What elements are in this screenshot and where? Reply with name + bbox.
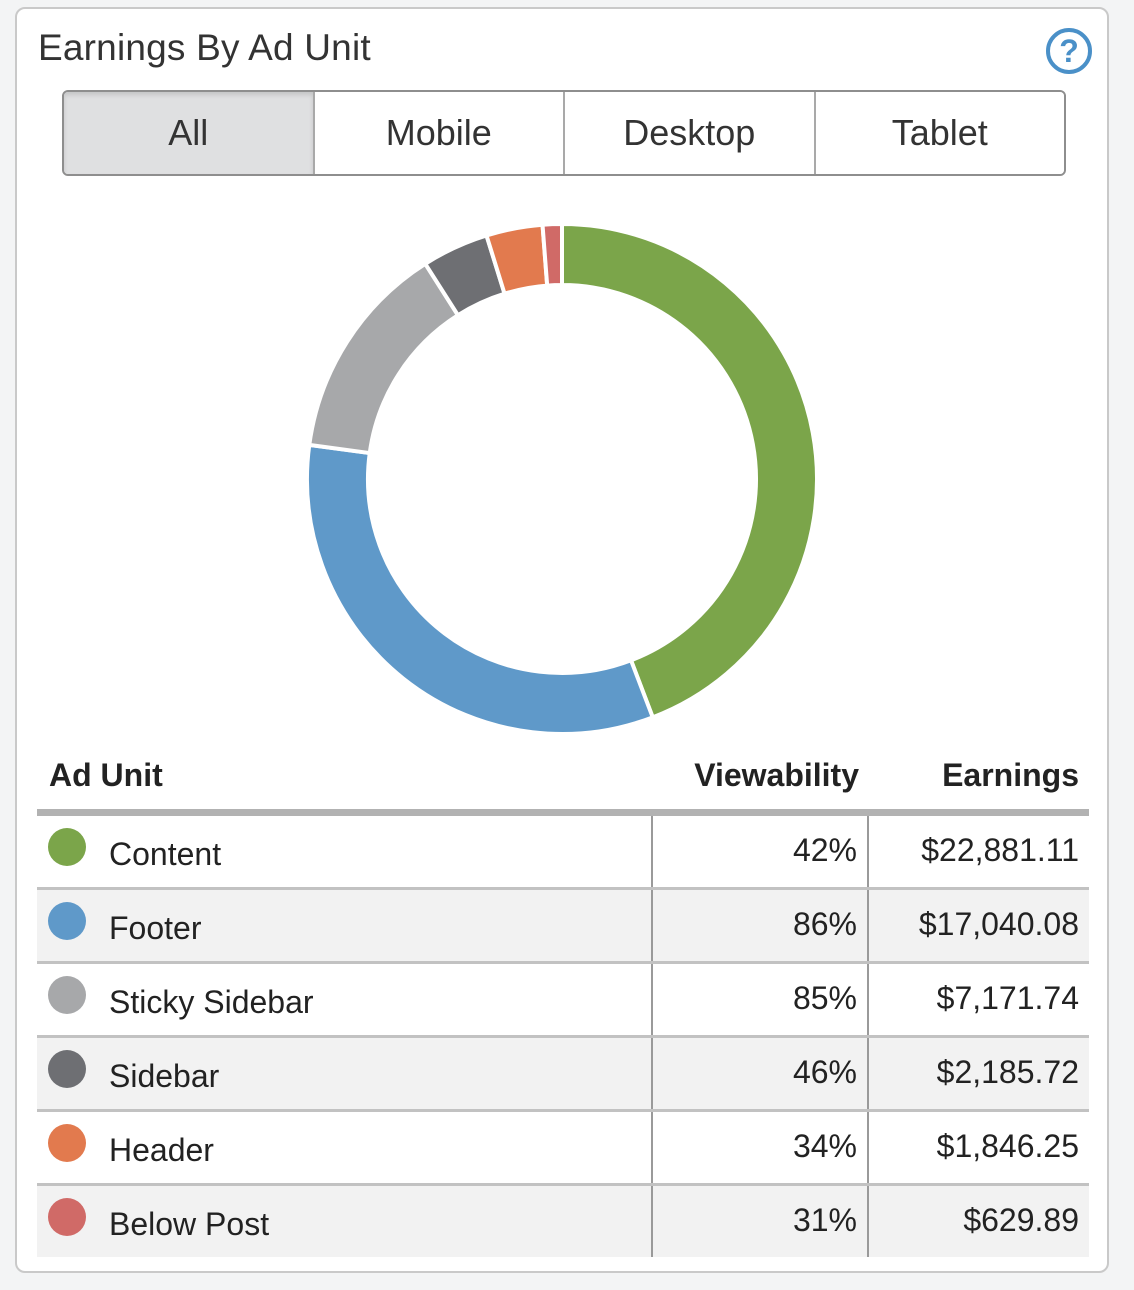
viewability-value: 46% <box>651 1038 869 1109</box>
viewability-value: 86% <box>651 890 869 961</box>
table-header: Ad Unit Viewability Earnings <box>37 749 1089 816</box>
header-ad-unit[interactable]: Ad Unit <box>49 757 163 793</box>
earnings-value: $2,185.72 <box>936 1054 1079 1090</box>
earnings-value: $629.89 <box>963 1202 1079 1238</box>
legend-dot-icon <box>48 976 86 1014</box>
ad-unit-name: Header <box>109 1132 214 1168</box>
earnings-value: $1,846.25 <box>936 1128 1079 1164</box>
donut-slice-sticky-sidebar[interactable] <box>307 261 461 456</box>
donut-slice-footer[interactable] <box>305 442 656 736</box>
table-row: Content 42% $22,881.11 <box>37 816 1089 890</box>
table-row: Footer 86% $17,040.08 <box>37 890 1089 964</box>
ad-unit-name: Footer <box>109 910 202 946</box>
ad-unit-name: Content <box>109 836 222 872</box>
card-title: Earnings By Ad Unit <box>38 27 371 68</box>
tab-mobile[interactable]: Mobile <box>314 92 565 174</box>
legend-dot-icon <box>48 1050 86 1088</box>
question-circle-icon[interactable]: ? <box>1046 28 1092 74</box>
legend-dot-icon <box>48 902 86 940</box>
viewability-value: 85% <box>651 964 869 1035</box>
viewability-value: 31% <box>651 1186 869 1257</box>
ad-unit-name: Sidebar <box>109 1058 220 1094</box>
tab-tablet[interactable]: Tablet <box>815 92 1064 174</box>
viewability-value: 34% <box>651 1112 869 1183</box>
table-row: Header 34% $1,846.25 <box>37 1112 1089 1186</box>
viewability-value: 42% <box>651 816 869 887</box>
table-row: Sidebar 46% $2,185.72 <box>37 1038 1089 1112</box>
legend-dot-icon <box>48 1198 86 1236</box>
tab-desktop[interactable]: Desktop <box>565 92 816 174</box>
tab-all[interactable]: All <box>64 92 315 174</box>
header-earnings[interactable]: Earnings <box>942 757 1079 793</box>
earnings-value: $7,171.74 <box>936 980 1079 1016</box>
device-filter-tabs: All Mobile Desktop Tablet <box>62 90 1066 176</box>
table-row: Below Post 31% $629.89 <box>37 1186 1089 1257</box>
earnings-value: $22,881.11 <box>921 832 1079 868</box>
earnings-donut-chart <box>305 221 819 736</box>
ad-unit-name: Sticky Sidebar <box>109 984 314 1020</box>
donut-slice-content[interactable] <box>560 221 819 720</box>
earnings-by-ad-unit-card: Earnings By Ad Unit ? All Mobile Desktop… <box>15 7 1109 1273</box>
donut-slice-below-post[interactable] <box>540 221 564 288</box>
ad-unit-table: Ad Unit Viewability Earnings Content 42%… <box>37 749 1089 1257</box>
table-row: Sticky Sidebar 85% $7,171.74 <box>37 964 1089 1038</box>
header-viewability[interactable]: Viewability <box>694 757 859 793</box>
legend-dot-icon <box>48 828 86 866</box>
ad-unit-name: Below Post <box>109 1206 270 1242</box>
legend-dot-icon <box>48 1124 86 1162</box>
earnings-value: $17,040.08 <box>918 906 1079 942</box>
